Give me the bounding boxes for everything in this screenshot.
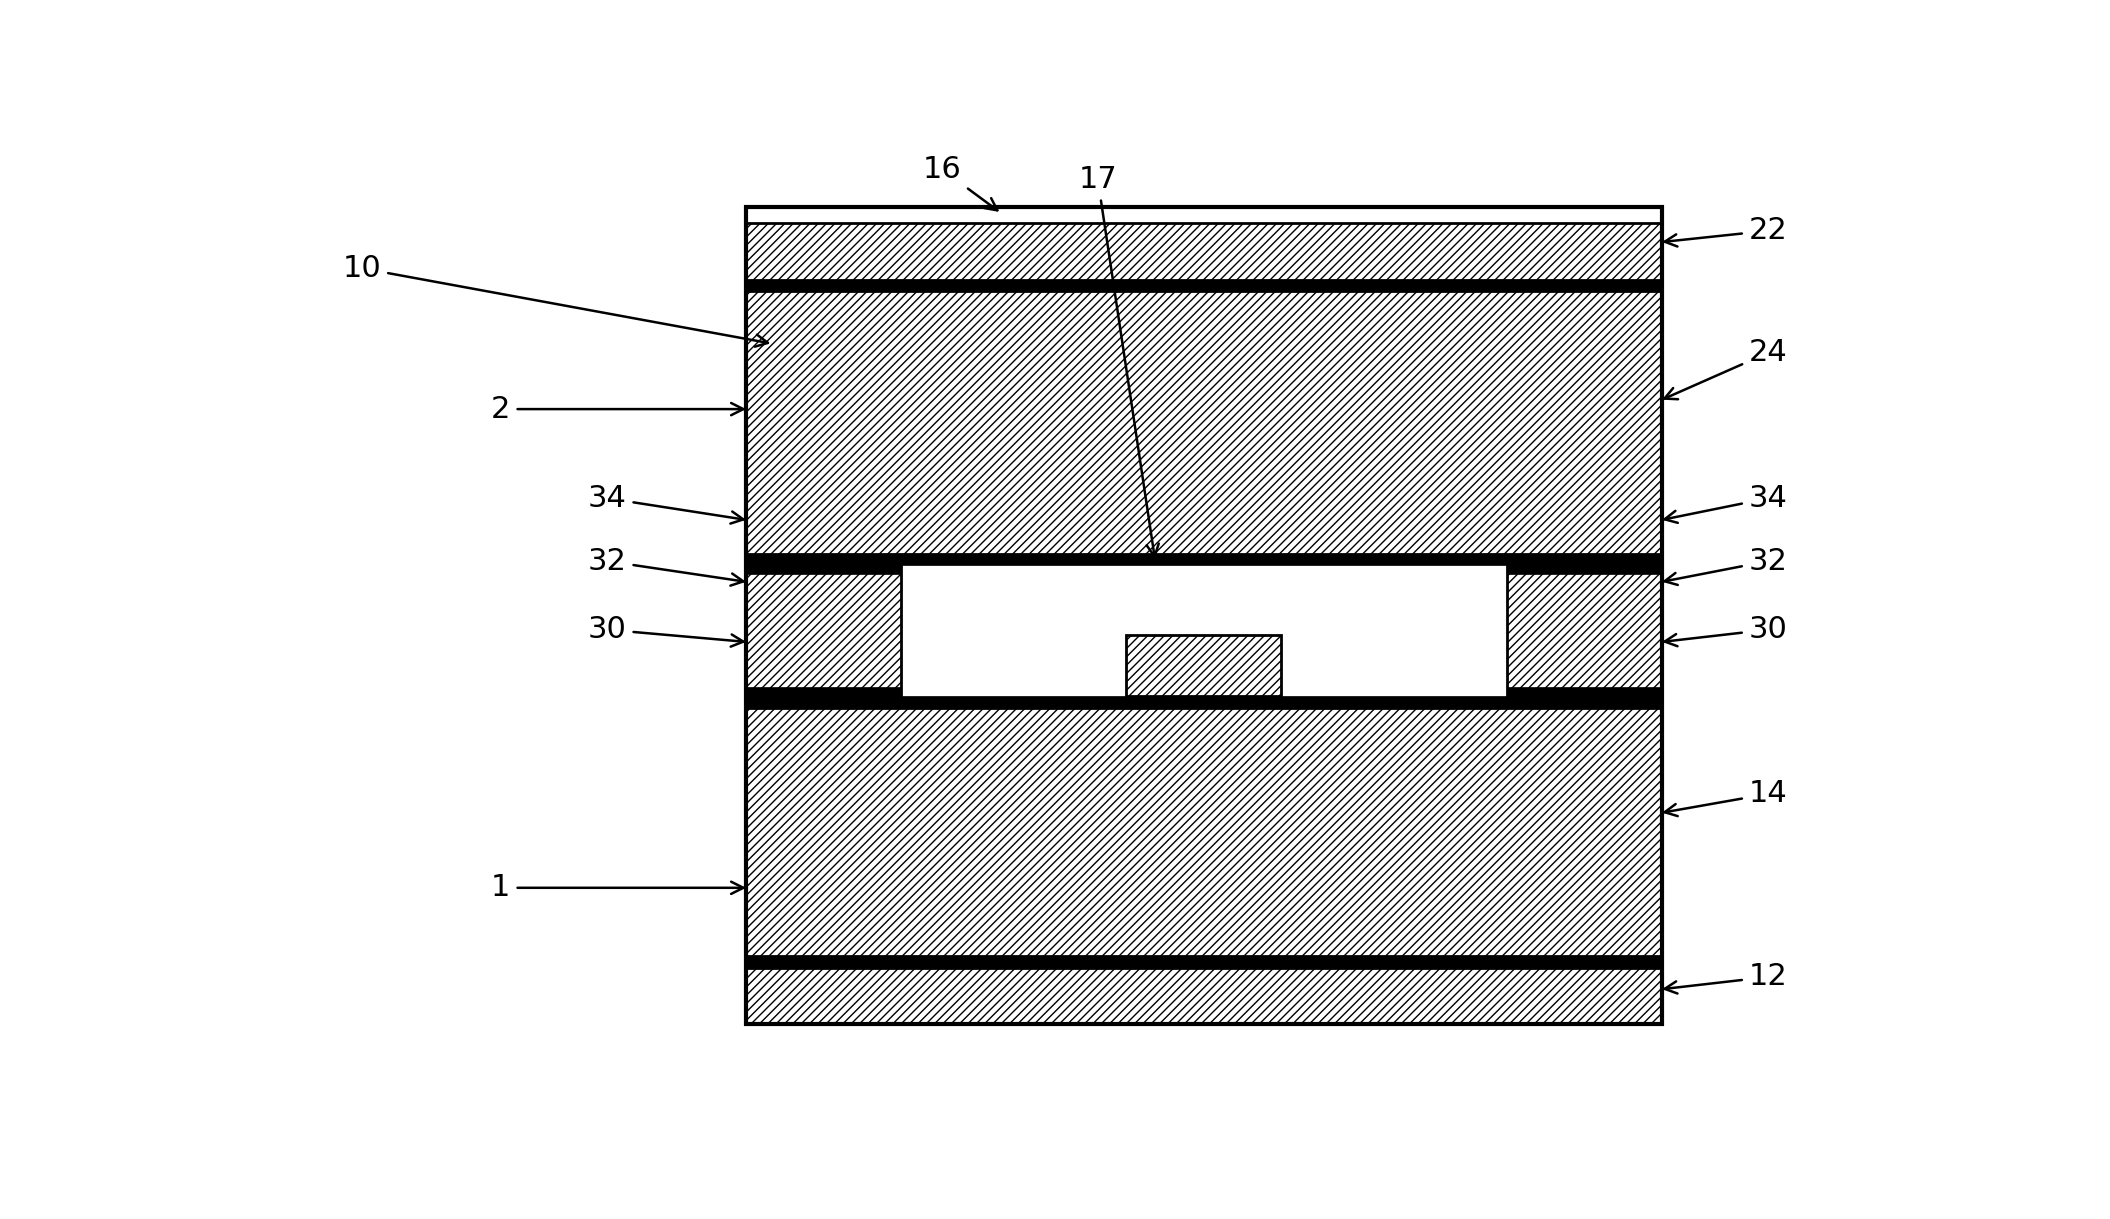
Text: 34: 34 <box>1665 484 1787 523</box>
Bar <box>747 968 1663 1024</box>
Text: 14: 14 <box>1665 779 1787 816</box>
Text: 32: 32 <box>1665 546 1787 585</box>
Bar <box>1507 688 1663 696</box>
Text: 24: 24 <box>1665 339 1787 400</box>
Text: 22: 22 <box>1665 216 1787 246</box>
Text: 32: 32 <box>589 546 743 585</box>
Text: 1: 1 <box>492 873 743 902</box>
Bar <box>747 279 1663 291</box>
Bar <box>747 223 1663 279</box>
Bar <box>747 957 1663 968</box>
Text: 30: 30 <box>589 616 743 646</box>
Bar <box>747 553 1663 564</box>
Bar <box>747 207 1663 1024</box>
Text: 34: 34 <box>589 484 743 524</box>
Text: 16: 16 <box>922 155 998 211</box>
Bar <box>1125 635 1281 696</box>
Text: 17: 17 <box>1078 165 1158 557</box>
Bar <box>747 707 1663 957</box>
Text: 10: 10 <box>342 254 768 346</box>
Bar <box>747 564 901 696</box>
Text: 30: 30 <box>1665 616 1787 646</box>
Bar <box>747 688 901 696</box>
Bar <box>747 696 1663 707</box>
Bar <box>747 564 1663 696</box>
Text: 12: 12 <box>1665 963 1787 993</box>
Text: 2: 2 <box>492 395 743 423</box>
Bar <box>1507 564 1663 696</box>
Bar <box>747 564 901 574</box>
Bar <box>747 291 1663 553</box>
Bar <box>1507 564 1663 574</box>
